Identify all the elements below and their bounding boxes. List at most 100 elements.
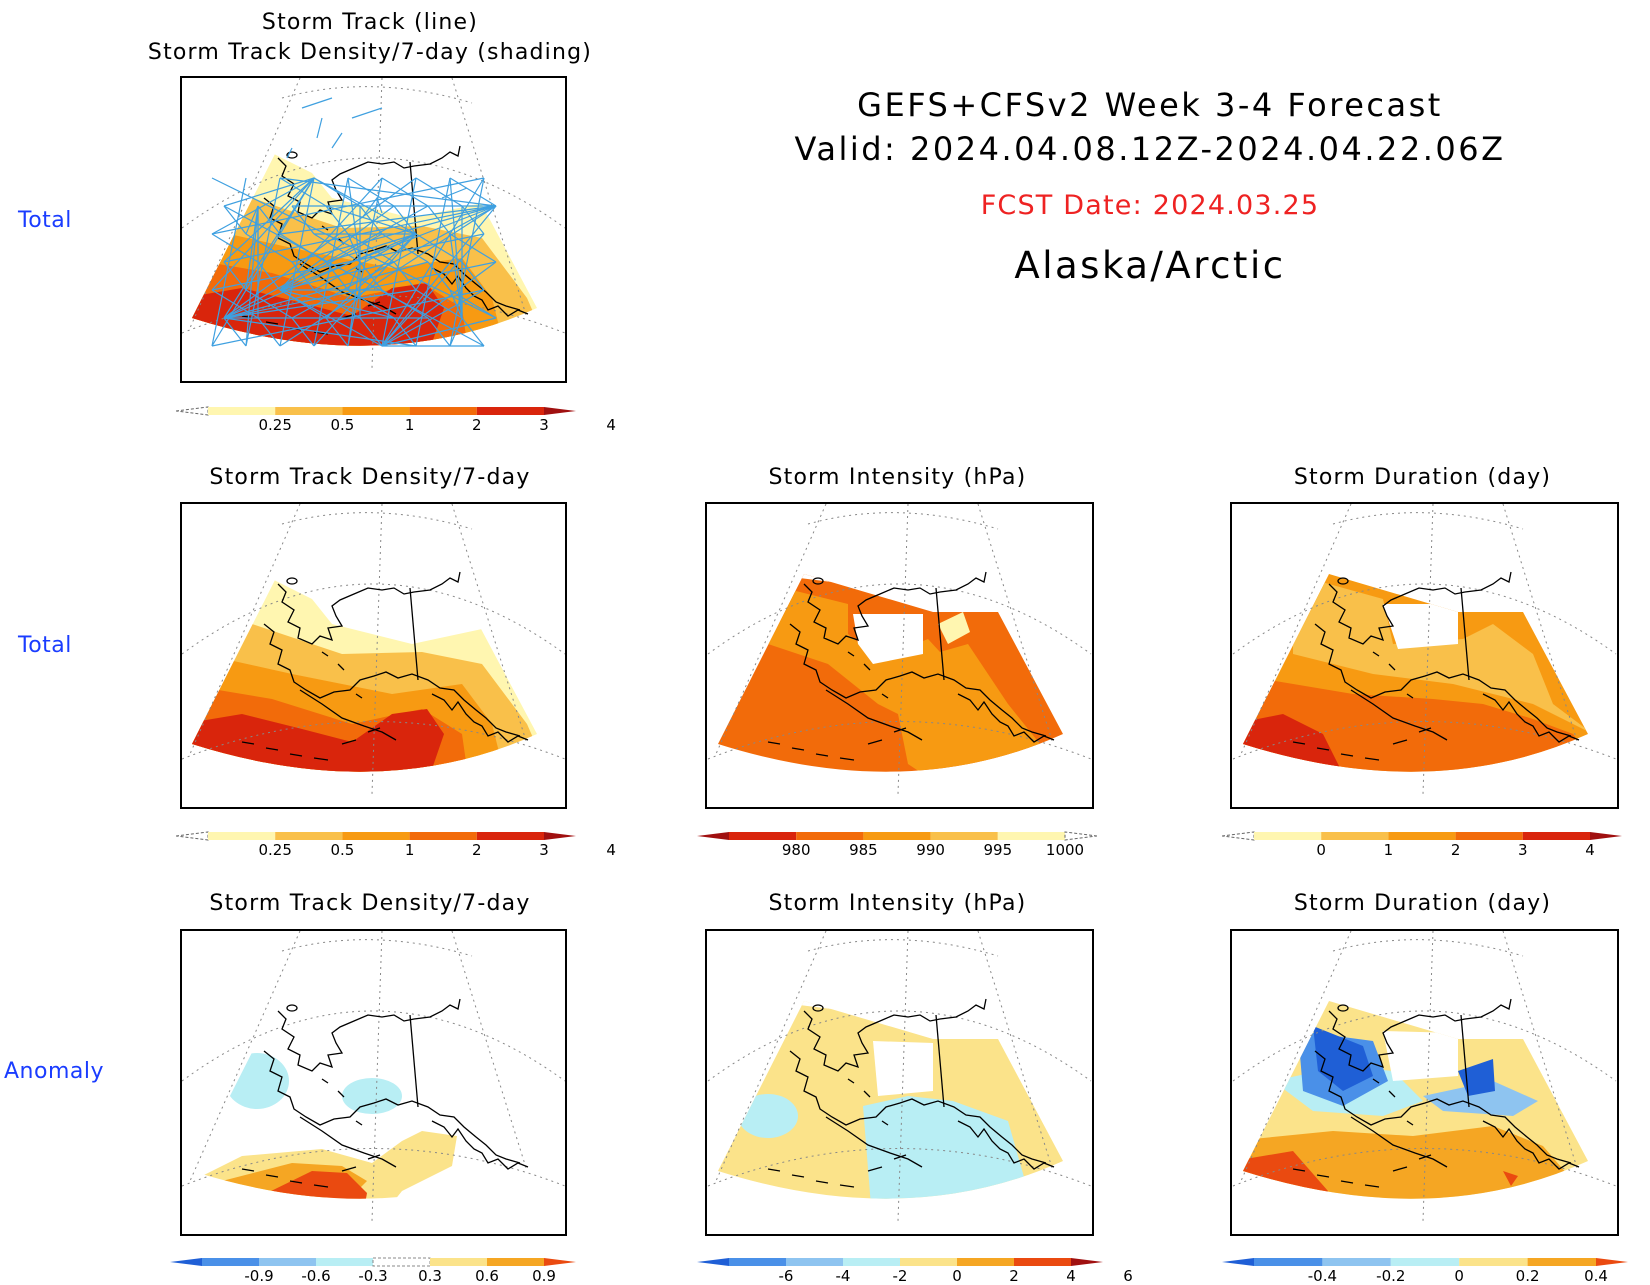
colorbar-tick-label: 990 bbox=[916, 841, 945, 859]
colorbar-swatch bbox=[997, 832, 1065, 840]
colorbar-swatch bbox=[372, 1257, 431, 1267]
panel-title-intensity-total: Storm Intensity (hPa) bbox=[768, 465, 1027, 490]
colorbar-tick-label: 0.5 bbox=[330, 841, 355, 859]
colorbar-tick-label: -4 bbox=[835, 1267, 851, 1285]
colorbar-tick-label: -0.4 bbox=[1307, 1267, 1338, 1285]
colorbar-swatch bbox=[175, 406, 209, 416]
colorbar-intensity: 980 985 990 995 1000 bbox=[697, 829, 1098, 861]
colorbar-tick-label: -2 bbox=[892, 1267, 908, 1285]
graticule bbox=[1232, 504, 1617, 795]
colorbar-swatch bbox=[175, 831, 209, 841]
map-intensity-total bbox=[705, 502, 1094, 809]
graticule bbox=[182, 931, 565, 1222]
colorbar-swatch bbox=[697, 1258, 729, 1266]
colorbar-swatch bbox=[1071, 1258, 1103, 1266]
colorbar-tick-label: 2 bbox=[1009, 1267, 1019, 1285]
graticule bbox=[707, 504, 1092, 795]
colorbar-tick-label: 0 bbox=[1316, 841, 1326, 859]
colorbar-tick-label: 0.4 bbox=[1584, 1267, 1608, 1285]
colorbar-tick-label: -0.2 bbox=[1376, 1267, 1406, 1285]
coastline bbox=[1292, 571, 1580, 761]
colorbar-swatch bbox=[786, 1258, 843, 1266]
map-intensity-anomaly bbox=[705, 929, 1094, 1236]
colorbar-swatch bbox=[1221, 831, 1255, 841]
colorbar-tick-label: 3 bbox=[539, 416, 549, 434]
panel-title-intensity-anom: Storm Intensity (hPa) bbox=[768, 891, 1027, 916]
panel-title-storm-track-shading: Storm Track Density/7-day (shading) bbox=[147, 40, 593, 65]
shading-layer bbox=[192, 574, 537, 772]
colorbar-tick-label: -0.9 bbox=[244, 1267, 274, 1285]
map-density-total bbox=[180, 502, 567, 809]
colorbar-swatch bbox=[170, 1258, 202, 1266]
colorbar-tick-label: 1 bbox=[404, 416, 415, 434]
colorbar-swatch bbox=[208, 832, 276, 840]
coastline bbox=[767, 998, 1055, 1188]
colorbar-tick-label: -0.6 bbox=[301, 1267, 331, 1285]
coastline bbox=[767, 571, 1055, 761]
colorbar-tick-label: -0.3 bbox=[358, 1267, 388, 1285]
colorbar-swatch bbox=[1390, 1258, 1460, 1266]
colorbar-density: 0.25 0.5 1 2 3 4 bbox=[175, 829, 616, 861]
colorbar-swatch bbox=[863, 832, 931, 840]
colorbar-duration: 012345 bbox=[1221, 829, 1622, 861]
colorbar-swatch bbox=[1254, 832, 1322, 840]
colorbar-tick-label: 6 bbox=[1123, 1267, 1133, 1285]
row-label-total-2: Total bbox=[18, 633, 72, 658]
coastline bbox=[241, 571, 529, 761]
colorbar-swatch bbox=[259, 1258, 316, 1266]
colorbar-tick-label: 980 bbox=[781, 841, 811, 859]
colorbar-swatch bbox=[1222, 1258, 1254, 1266]
colorbar-tick-label: 1000 bbox=[1045, 841, 1085, 859]
map-duration-anomaly bbox=[1230, 929, 1619, 1236]
colorbar-intensity-anomaly: -6 -4 -2 0 2 4 6 bbox=[697, 1255, 1133, 1285]
colorbar-tick-label: 2 bbox=[472, 841, 482, 859]
colorbar-tick-label: 0 bbox=[952, 1267, 962, 1285]
fcst-date: FCST Date: 2024.03.25 bbox=[980, 190, 1320, 221]
map-density-anomaly bbox=[180, 929, 567, 1236]
colorbar-tick-label: 0.6 bbox=[475, 1267, 499, 1285]
colorbar-tick-label: 0.2 bbox=[1515, 1267, 1540, 1285]
shading-layer bbox=[1243, 574, 1588, 772]
colorbar-tick-label: 3 bbox=[539, 841, 549, 859]
graticule bbox=[1232, 931, 1617, 1222]
colorbar-tick-label: 0.9 bbox=[532, 1267, 556, 1285]
shading-layer bbox=[1243, 1001, 1588, 1199]
colorbar-swatch bbox=[796, 832, 864, 840]
colorbar-density-anomaly: -0.9 -0.6 -0.3 0.3 0.6 0.9 bbox=[170, 1255, 576, 1285]
colorbar-swatch bbox=[1254, 1258, 1323, 1266]
colorbar-swatch bbox=[316, 1258, 373, 1266]
colorbar-swatch bbox=[544, 832, 576, 840]
colorbar-swatch bbox=[697, 832, 729, 840]
shading-layer bbox=[718, 574, 1063, 772]
row-label-total-1: Total bbox=[18, 208, 72, 233]
colorbar-swatch bbox=[729, 832, 797, 840]
colorbar-tick-label: -6 bbox=[778, 1267, 794, 1285]
map-duration-total bbox=[1230, 502, 1619, 809]
colorbar-tick-label: 4 bbox=[1585, 841, 1595, 859]
colorbar-tick-label: 2 bbox=[1450, 841, 1461, 859]
colorbar-duration-anomaly: -0.4 -0.2 0 0.2 0.4 bbox=[1222, 1255, 1628, 1285]
panel-title-density-total: Storm Track Density/7-day bbox=[209, 465, 531, 490]
colorbar-tick-label: 0.25 bbox=[258, 416, 292, 434]
colorbar-swatch bbox=[1527, 1258, 1596, 1266]
panel-title-density-anom: Storm Track Density/7-day bbox=[209, 891, 531, 916]
header-title-line2: Valid: 2024.04.08.12Z-2024.04.22.06Z bbox=[794, 130, 1506, 168]
coastline bbox=[241, 998, 529, 1188]
colorbar-swatch bbox=[1596, 1258, 1628, 1266]
header-title-line1: GEFS+CFSv2 Week 3-4 Forecast bbox=[857, 86, 1443, 124]
colorbar-swatch bbox=[409, 832, 477, 840]
colorbar-swatch bbox=[1064, 831, 1098, 841]
colorbar-tick-label: 1 bbox=[1383, 841, 1394, 859]
colorbar-tick-label: 4 bbox=[606, 841, 616, 859]
colorbar-swatch bbox=[930, 832, 998, 840]
colorbar-tick-label: 1 bbox=[404, 841, 415, 859]
colorbar-tick-label: 985 bbox=[849, 841, 878, 859]
colorbar-swatch bbox=[487, 1258, 544, 1266]
colorbar-swatch bbox=[202, 1258, 259, 1266]
colorbar-swatch bbox=[544, 407, 576, 415]
colorbar-tick-label: 0.25 bbox=[258, 841, 292, 859]
colorbar-swatch bbox=[275, 407, 343, 415]
storm-track-lines bbox=[211, 97, 497, 347]
colorbar-swatch bbox=[476, 407, 544, 415]
colorbar-swatch bbox=[1522, 832, 1590, 840]
